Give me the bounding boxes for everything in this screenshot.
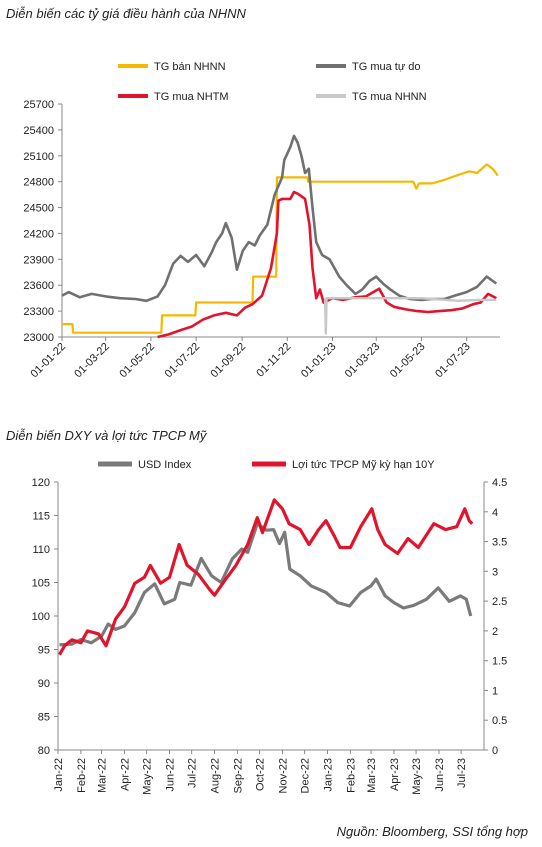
- chart2-y2-tick-label: 2.5: [492, 596, 507, 608]
- chart2-svg: 80 85 90 95 100 105 110 115 120 0 0.5 1 1.5 2 2.5 3 3.5 4…: [32, 459, 508, 795]
- chart2-y2-tick-label: 2: [492, 626, 498, 638]
- chart2-y-tick-label: 120: [32, 477, 50, 489]
- chart2-y-tick-label: 110: [32, 544, 50, 556]
- chart2-x-tick-label: Oct-22: [255, 758, 267, 791]
- chart2-series-line: [59, 521, 473, 647]
- chart2-x-tick-label: Sep-22: [232, 758, 244, 793]
- chart1-legend-label: TG bán NHNN: [154, 61, 226, 73]
- chart2-y-tick-label: 85: [38, 712, 50, 724]
- chart2-y-tick-label: 90: [38, 678, 50, 690]
- chart2-y2-tick-label: 3: [492, 566, 498, 578]
- chart2-series-line: [58, 498, 474, 656]
- chart1-y-tick-label: 25100: [23, 151, 54, 163]
- chart1-title: Diễn biến các tỷ giá điều hành của NHNN: [6, 6, 246, 21]
- chart1-y-tick-label: 23000: [23, 332, 54, 344]
- chart2-x-tick-label: Jul-22: [187, 758, 199, 788]
- chart2-x-tick-label: May-22: [142, 758, 154, 795]
- chart1-y-tick-label: 24800: [23, 177, 54, 189]
- chart2-x-tick-label: May-23: [411, 758, 423, 795]
- chart2-x-tick-label: Feb-22: [76, 758, 88, 793]
- chart2-title: Diễn biến DXY và lợi tức TPCP Mỹ: [6, 428, 207, 443]
- chart2-x-tick-label: Feb-23: [345, 758, 357, 793]
- chart2-x-tick-label: Mar-23: [366, 758, 378, 793]
- chart2-x-tick-label: Mar-22: [97, 758, 109, 793]
- chart2-y-tick-label: 115: [32, 511, 50, 523]
- chart1-y-tick-label: 23300: [23, 306, 54, 318]
- chart2-y2-tick-label: 0: [492, 745, 498, 757]
- chart2-x-tick-label: Jul-23: [456, 758, 468, 788]
- source-note: Nguồn: Bloomberg, SSI tổng hợp: [336, 824, 528, 839]
- chart2-x-tick-label: Dec-22: [300, 758, 312, 793]
- chart2-y2-tick-label: 3.5: [492, 537, 507, 549]
- chart1-series-line: [61, 134, 498, 303]
- chart2-y2-tick-label: 0.5: [492, 715, 507, 727]
- chart1-svg: 23000 23300 23600 23900 24200 24500 24800 25100…: [23, 61, 500, 380]
- chart2-y2-tick-label: 4.5: [492, 477, 507, 489]
- chart1-series-line: [157, 190, 497, 339]
- chart2-y-tick-label: 95: [38, 645, 50, 657]
- chart2-x-tick-label: Jun-23: [434, 758, 446, 792]
- chart1-series-line: [323, 297, 497, 335]
- chart2-y2-tick-label: 1.5: [492, 656, 507, 668]
- chart2-y-tick-label: 105: [32, 578, 50, 590]
- chart1-y-tick-label: 24500: [23, 203, 54, 215]
- chart2-y2-tick-label: 4: [492, 507, 498, 519]
- chart2-x-tick-label: Apr-22: [119, 758, 131, 791]
- chart2-y-tick-label: 100: [32, 611, 50, 623]
- chart1-series-line: [62, 163, 499, 334]
- chart1-y-tick-label: 23900: [23, 254, 54, 266]
- chart2-x-tick-label: Nov-22: [277, 758, 289, 793]
- chart1-legend-label: TG mua NHTM: [154, 91, 229, 103]
- chart2-y-tick-label: 80: [38, 745, 50, 757]
- chart2-x-tick-label: Apr-23: [389, 758, 401, 791]
- chart1-legend-label: TG mua NHNN: [352, 91, 427, 103]
- chart2-y2-tick-label: 1: [492, 685, 498, 697]
- chart1-y-tick-label: 25400: [23, 125, 54, 137]
- chart2-x-tick-label: Jan-23: [322, 758, 334, 792]
- chart2-legend-label: USD Index: [138, 459, 192, 471]
- chart1-y-tick-label: 24200: [23, 228, 54, 240]
- chart2-x-tick-label: Jan-22: [53, 758, 65, 792]
- chart1-y-tick-label: 23600: [23, 280, 54, 292]
- chart2-x-tick-label: Aug-22: [210, 758, 222, 793]
- chart1-y-tick-label: 25700: [23, 99, 54, 111]
- chart2-x-tick-label: Jun-22: [164, 758, 176, 792]
- chart1-legend-label: TG mua tự do: [352, 61, 421, 73]
- chart2-legend-label: Lợi tức TPCP Mỹ kỳ hạn 10Y: [292, 459, 435, 471]
